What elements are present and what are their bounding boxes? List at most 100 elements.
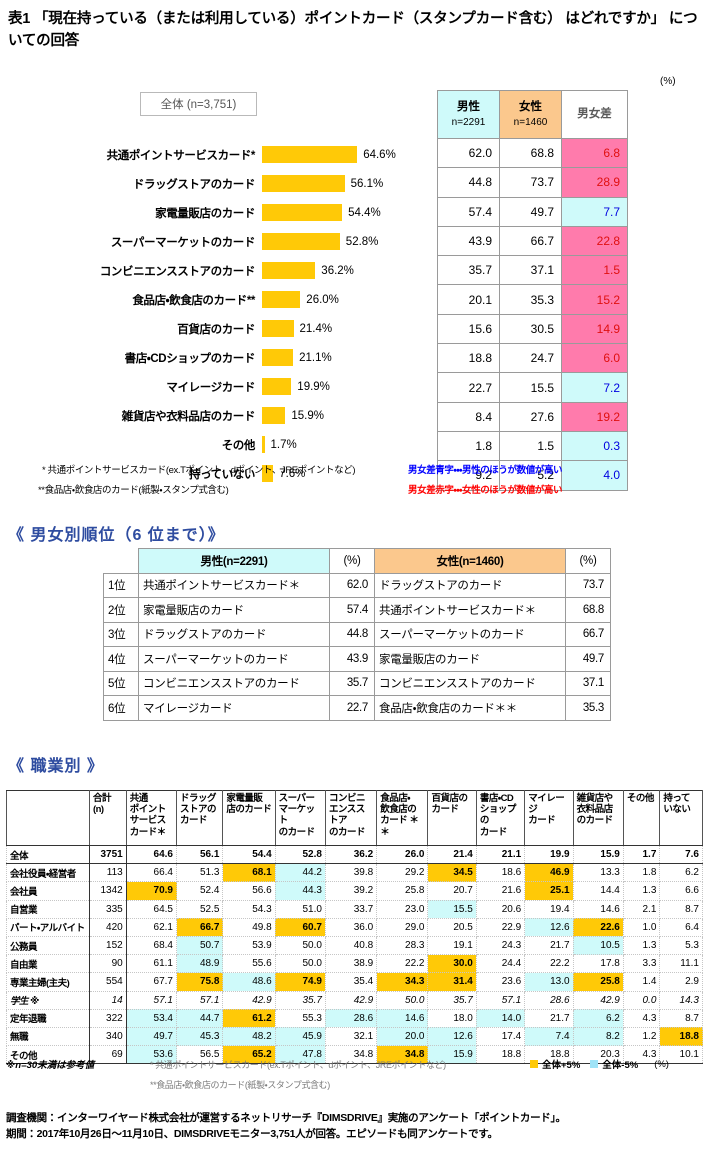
occupation-data-cell: 51.3: [175, 863, 224, 883]
occupation-table-row: 自由業 90 61.1 48.9 55.6 50.0 38.9 22.2 30.0 24.4 22.…: [6, 954, 703, 974]
occupation-data-cell: 22.6: [572, 917, 624, 937]
gender-table-header-row: 男性 n=2291 女性 n=1460 男女差: [437, 90, 628, 139]
occupation-data-cell: 11.1: [659, 954, 703, 974]
cell-female-value: 68.8: [565, 597, 611, 623]
cell-rank: 3位: [103, 621, 139, 647]
occupation-data-cell: 31.4: [427, 972, 477, 992]
gender-table-percent-unit: (%): [660, 76, 676, 87]
cell-male-value: 22.7: [329, 695, 375, 721]
occupation-data-cell: 51.0: [274, 899, 326, 919]
occupation-table-row: 学生 ※ 14 57.1 57.1 42.9 35.7 42.9 50.0 35.7 57.1 28…: [6, 990, 703, 1010]
occupation-data-cell: 21.4: [427, 844, 477, 865]
occupation-data-cell: 48.9: [175, 954, 224, 974]
occupation-col-header: 百貨店の カード: [427, 790, 477, 846]
cell-gender-diff: 14.9: [561, 313, 628, 345]
bottom-footnote-star1: * 共通ポイントサービスカード(ex.Tポイント、dポイント、JREポイントなど…: [150, 1060, 446, 1070]
occupation-header-row: 合計 (n) 共通 ポイント サービス カード＊ ドラッグ ストアの カード 家電量販 店のカードス…: [6, 790, 703, 846]
occupation-col-header: ドラッグ ストアの カード: [175, 790, 224, 846]
occupation-row-label: その他: [6, 1045, 90, 1065]
bar-value-label: 26.0%: [306, 293, 339, 306]
gender-table-row: 20.1 35.3 15.2: [437, 284, 628, 315]
occupation-data-cell: 39.2: [324, 881, 378, 901]
bar: [262, 349, 294, 366]
cell-female-value: 68.8: [499, 137, 562, 169]
occupation-data-cell: 66.4: [125, 863, 178, 883]
rank-table-body: 1位 共通ポイントサービスカード＊ 62.0 ドラッグストアのカード 73.7 2位 家電量…: [103, 572, 611, 721]
occupation-data-cell: 33.7: [324, 899, 378, 919]
bar-value-group: 64.6%: [262, 146, 396, 163]
occupation-data-cell: 21.7: [524, 1008, 574, 1028]
occupation-data-cell: 18.0: [427, 1008, 477, 1028]
cell-female-value: 5.2: [499, 460, 562, 491]
occupation-row-label: 無職: [6, 1026, 90, 1047]
occupation-data-cell: 32.1: [324, 1026, 378, 1047]
occupation-row-count: 322: [88, 1008, 127, 1028]
occupation-data-cell: 40.8: [324, 935, 378, 956]
highlight-legend: 全体+5% 全体-5% (%): [530, 1057, 669, 1071]
occupation-data-cell: 50.0: [274, 935, 326, 956]
cell-gender-diff: 0.3: [561, 430, 628, 462]
occupation-data-cell: 29.2: [376, 863, 429, 883]
occupation-row-count: 1342: [88, 881, 127, 901]
bar-value-group: 7.6%: [262, 465, 305, 482]
bar-row: スーパーマーケットのカード 52.8%: [0, 227, 430, 256]
occupation-data-cell: 29.0: [376, 917, 429, 937]
occupation-col-header: 家電量販 店のカード: [222, 790, 276, 846]
occupation-data-cell: 22.2: [376, 954, 429, 974]
gender-table-row: 43.9 66.7 22.8: [437, 225, 628, 257]
occupation-data-cell: 48.6: [222, 972, 276, 992]
occupation-section-heading: 《 職業別 》: [8, 758, 104, 775]
cell-male-value: 43.9: [437, 225, 500, 257]
cell-female-value: 30.5: [499, 313, 562, 345]
occupation-data-cell: 10.5: [572, 935, 624, 956]
occupation-data-cell: 23.0: [376, 899, 429, 919]
cell-female-value: 24.7: [499, 343, 562, 374]
occupation-data-cell: 8.2: [572, 1026, 624, 1047]
cell-male-value: 1.8: [437, 430, 500, 462]
cell-male-value: 9.2: [437, 460, 500, 491]
cell-female-name: 共通ポイントサービスカード＊: [374, 597, 566, 623]
occupation-row-label: 自営業: [6, 899, 90, 919]
occupation-data-cell: 24.3: [475, 935, 526, 956]
occupation-table-row: 自営業 335 64.5 52.5 54.3 51.0 33.7 23.0 15.5 20.6 19…: [6, 899, 703, 919]
occupation-data-cell: 1.8: [622, 863, 661, 883]
occupation-data-cell: 52.4: [175, 881, 224, 901]
cell-male-name: スーパーマーケットのカード: [138, 646, 330, 672]
occupation-col-header: コンビニ エンスストア のカード: [324, 790, 378, 846]
cell-male-value: 57.4: [437, 196, 500, 227]
bar-value-group: 26.0%: [262, 291, 339, 308]
occupation-data-cell: 68.4: [125, 935, 178, 956]
bar-value-group: 54.4%: [262, 204, 381, 221]
occupation-data-cell: 52.5: [175, 899, 224, 919]
occupation-data-cell: 52.8: [274, 844, 326, 865]
bar-value-label: 21.4%: [299, 322, 333, 335]
occupation-data-cell: 64.5: [125, 899, 178, 919]
occupation-data-cell: 15.9: [572, 844, 624, 865]
rank-header-blank: [103, 548, 139, 573]
gender-table-row: 22.7 15.5 7.2: [437, 372, 628, 403]
cell-female-value: 35.3: [499, 284, 562, 315]
cell-male-value: 44.8: [329, 621, 375, 647]
occupation-data-cell: 50.0: [376, 990, 429, 1010]
cell-male-value: 44.8: [437, 167, 500, 198]
cell-male-value: 62.0: [329, 572, 375, 598]
occupation-data-cell: 39.8: [324, 863, 378, 883]
occupation-data-cell: 28.6: [324, 1008, 378, 1028]
bar-row: 食品店・飲食店のカード** 26.0%: [0, 285, 430, 314]
occupation-data-cell: 15.9: [427, 1045, 477, 1065]
occupation-row-count: 113: [88, 863, 127, 883]
header-male-n: n=2291: [451, 116, 486, 128]
occupation-row-label: 全体: [6, 844, 90, 865]
occupation-data-cell: 53.4: [125, 1008, 178, 1028]
bar: [262, 146, 358, 163]
bar-value-label: 52.8%: [345, 235, 379, 248]
occupation-data-cell: 2.9: [659, 972, 703, 992]
cell-gender-diff: 1.5: [561, 255, 628, 286]
bar-category-label: その他: [221, 439, 256, 452]
bar-value-group: 21.1%: [262, 349, 332, 366]
bar-category-label: 共通ポイントサービスカード*: [106, 149, 256, 162]
occupation-row-label: 会社役員・経営者: [6, 863, 90, 883]
occupation-col-header: スーパー マーケット のカード: [274, 790, 326, 846]
bar-row: ドラッグストアのカード 56.1%: [0, 169, 430, 198]
legend-label-high: 全体+5%: [542, 1060, 581, 1071]
